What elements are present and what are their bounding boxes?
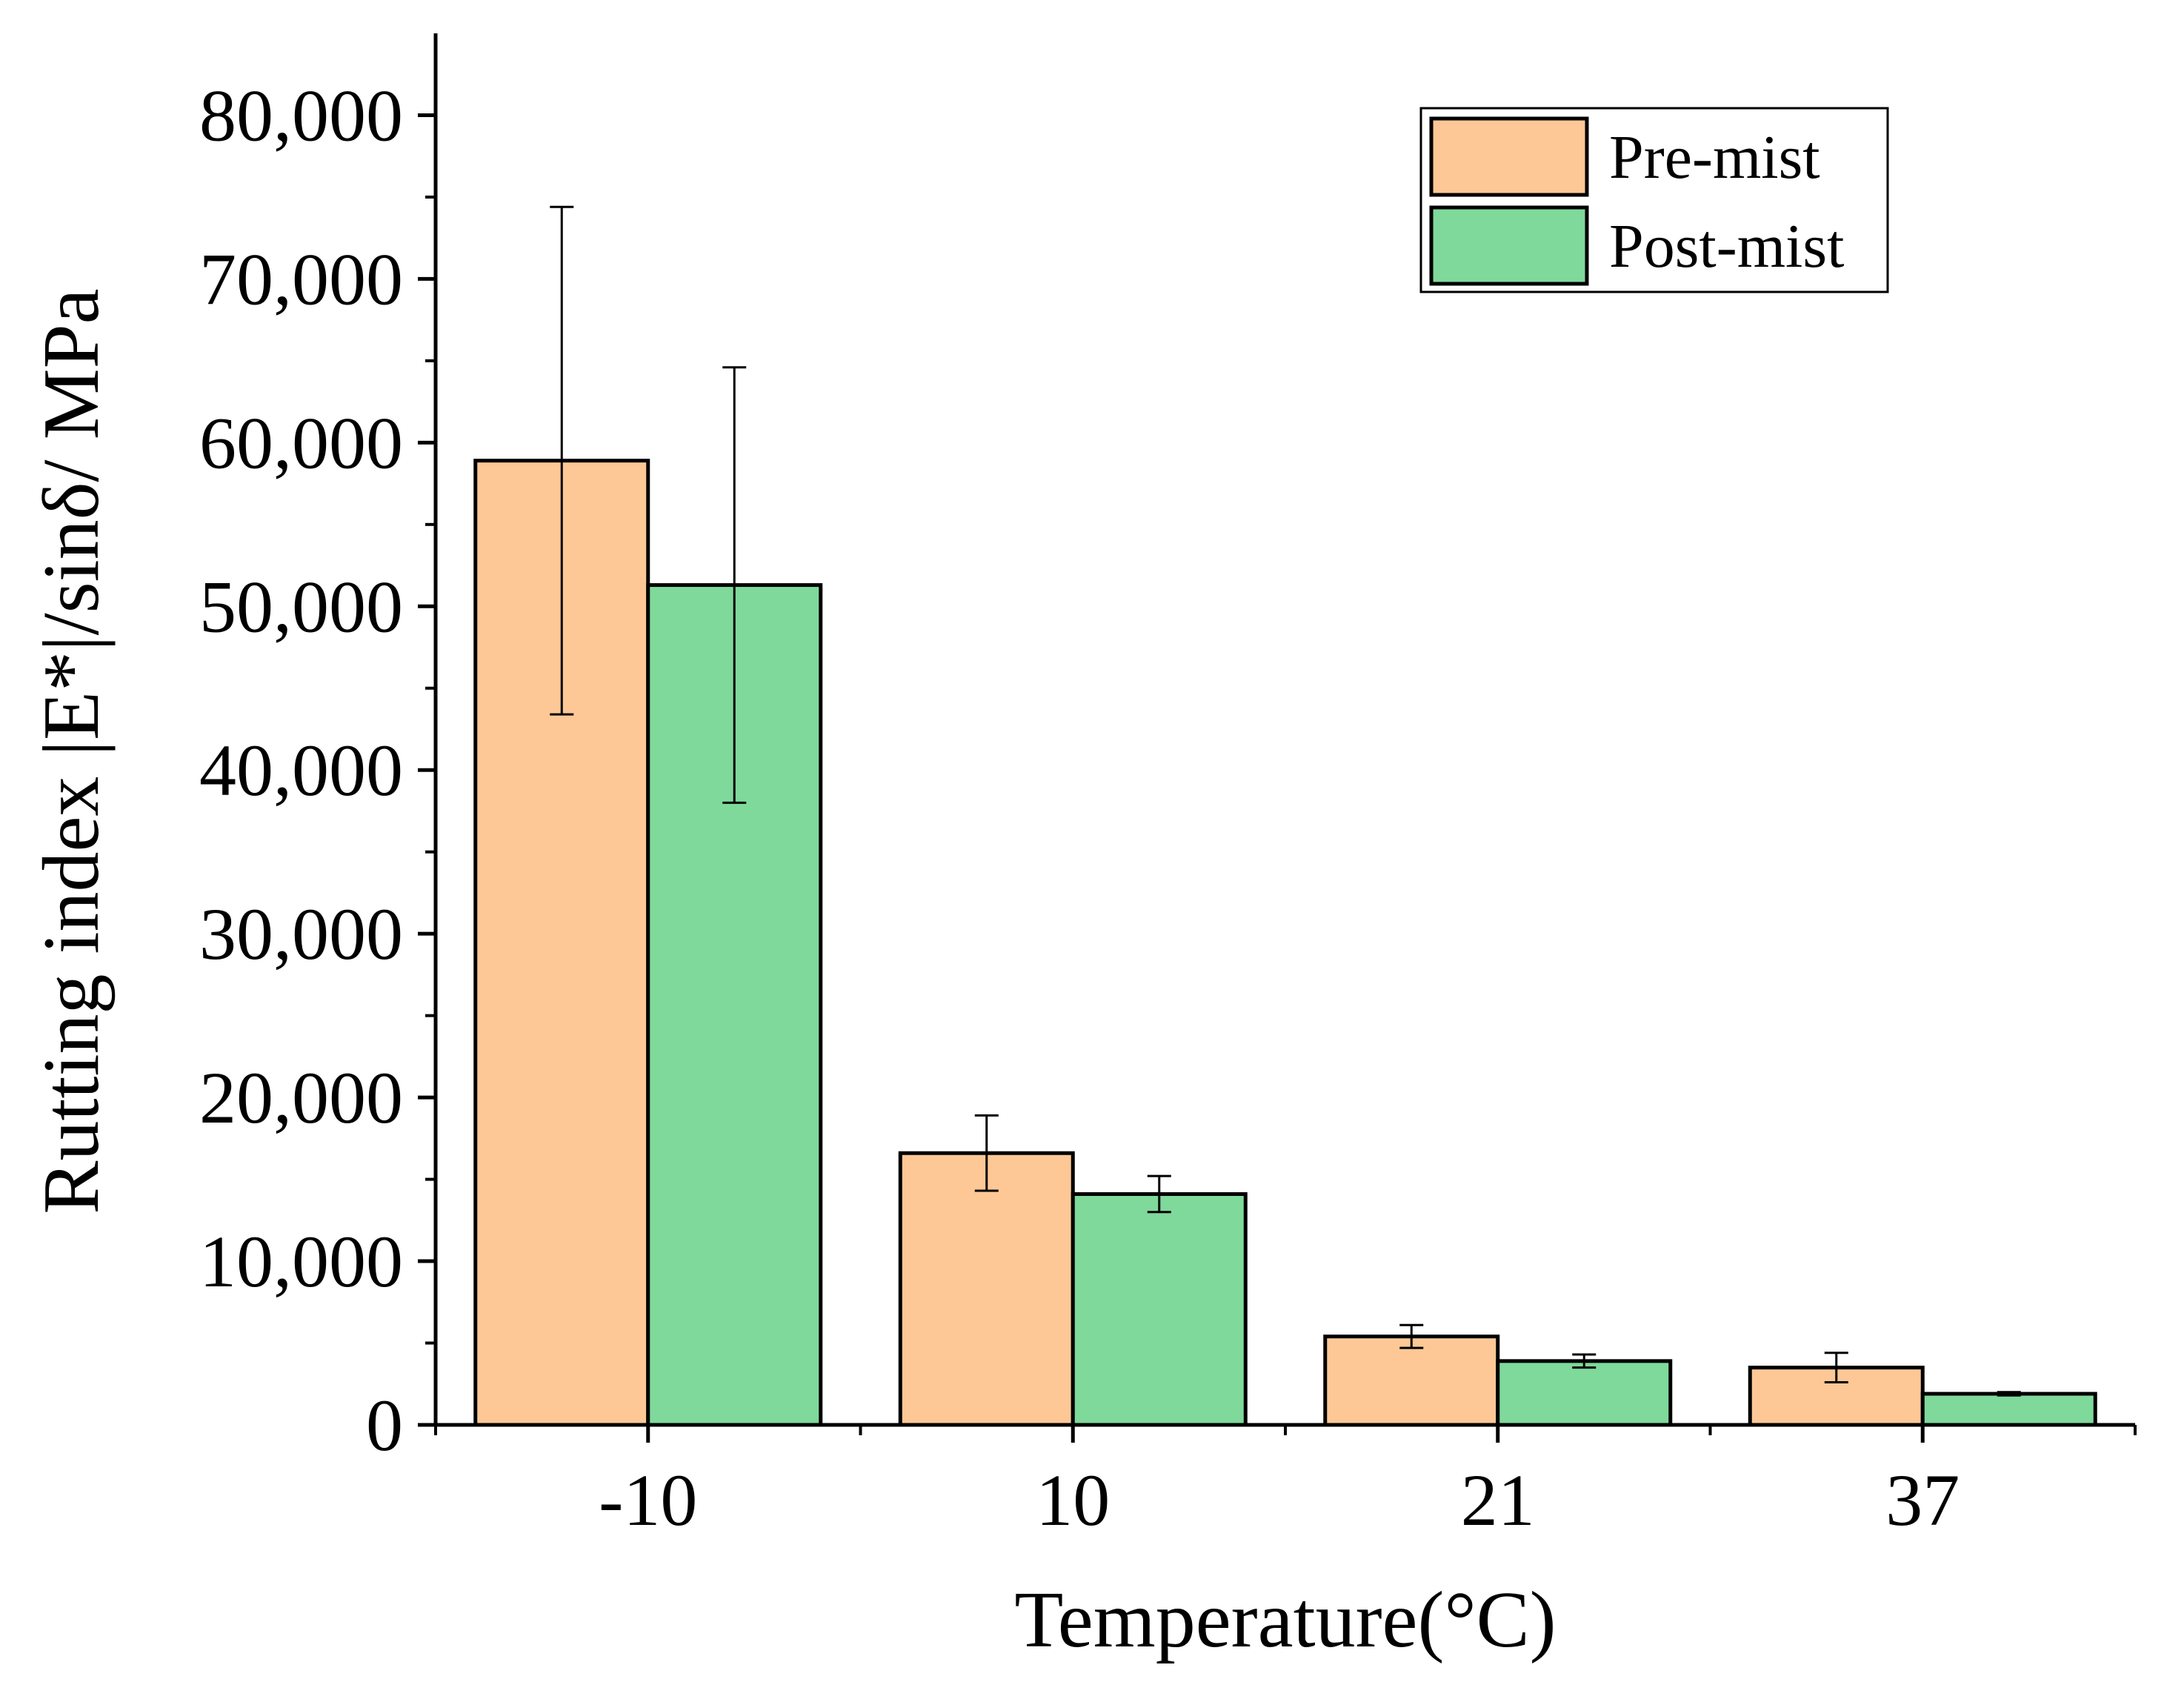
y-ticks: 0 10,000 20,000 30,000 40,000 50,000 60,000 70,… (199, 74, 436, 1466)
y-tick-label: 80,000 (199, 74, 403, 156)
x-tick-label: 21 (1461, 1459, 1535, 1541)
bar-post-mist-10 (1071, 1191, 1248, 1427)
x-tick-label: -10 (599, 1459, 697, 1541)
bars-layer (473, 459, 2097, 1427)
y-tick-label: 20,000 (199, 1057, 403, 1139)
legend-swatch-post-mist (1429, 205, 1589, 286)
y-tick-label: 40,000 (199, 729, 403, 811)
bar-pre-mist-10 (898, 1151, 1075, 1427)
y-tick-label: 50,000 (199, 565, 403, 648)
y-tick-label: 70,000 (199, 238, 403, 320)
legend-swatch-pre-mist (1429, 116, 1589, 197)
bar-post-mist-21 (1496, 1359, 1673, 1427)
y-tick-label: 60,000 (199, 402, 403, 484)
legend-label-post-mist: Post-mist (1609, 212, 1844, 281)
y-axis-title: Rutting index |E*|/sinδ/ MPa (27, 288, 116, 1214)
x-axis-title: Temperature(°C) (1014, 1576, 1556, 1664)
bar-post-mist-37 (1920, 1392, 2097, 1427)
y-tick-label: 30,000 (199, 893, 403, 975)
x-ticks: -10 10 21 37 (434, 1425, 2137, 1541)
y-tick-label: 0 (366, 1384, 403, 1466)
error-bars-layer (550, 205, 2021, 1397)
y-tick-label: 10,000 (199, 1220, 403, 1303)
bar-pre-mist-21 (1323, 1334, 1500, 1427)
x-tick-label: 10 (1036, 1459, 1110, 1541)
legend-label-pre-mist: Pre-mist (1609, 123, 1820, 192)
legend: Pre-mist Post-mist (1419, 107, 1889, 293)
x-tick-label: 37 (1885, 1459, 1960, 1541)
